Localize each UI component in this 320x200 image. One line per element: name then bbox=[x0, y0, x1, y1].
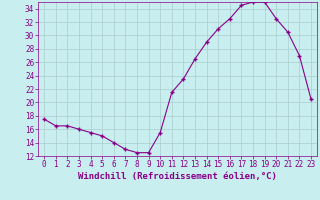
X-axis label: Windchill (Refroidissement éolien,°C): Windchill (Refroidissement éolien,°C) bbox=[78, 172, 277, 181]
